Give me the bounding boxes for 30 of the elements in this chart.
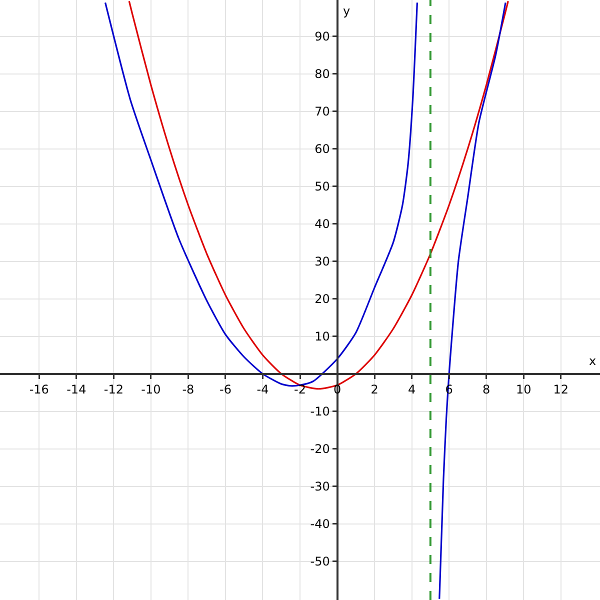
x-tick-label: 2 <box>370 382 378 396</box>
y-tick-label: -50 <box>310 554 330 569</box>
y-tick-label: 50 <box>314 180 330 194</box>
y-tick-label: 90 <box>314 30 330 44</box>
y-tick-label: -20 <box>310 442 330 456</box>
y-tick-label: 40 <box>314 217 330 232</box>
x-tick-label: -4 <box>256 382 269 396</box>
x-tick-label: -6 <box>219 382 232 396</box>
line-series <box>438 2 506 600</box>
x-tick-label: -8 <box>182 382 194 396</box>
y-tick-label: 60 <box>314 142 330 156</box>
y-tick-label: 30 <box>314 254 330 269</box>
x-tick-label: 12 <box>553 382 569 396</box>
y-tick-label: 10 <box>314 330 330 344</box>
x-tick-label: -10 <box>141 382 161 396</box>
y-tick-label: -40 <box>310 517 330 532</box>
x-tick-label: -2 <box>294 382 306 396</box>
y-tick-label: 80 <box>314 67 330 82</box>
x-axis-title: x <box>589 354 596 368</box>
y-tick-label: 20 <box>314 292 330 306</box>
x-tick-label: -12 <box>104 382 124 396</box>
x-tick-label: -14 <box>66 382 86 396</box>
y-tick-label: 70 <box>314 104 330 119</box>
x-tick-label: 4 <box>408 382 416 396</box>
x-tick-label: 8 <box>482 382 490 396</box>
y-tick-label: -10 <box>310 404 330 419</box>
x-tick-label: 10 <box>516 382 532 396</box>
x-tick-label: -16 <box>29 382 49 396</box>
y-axis-title: y <box>343 4 350 18</box>
y-tick-label: -30 <box>310 480 330 494</box>
